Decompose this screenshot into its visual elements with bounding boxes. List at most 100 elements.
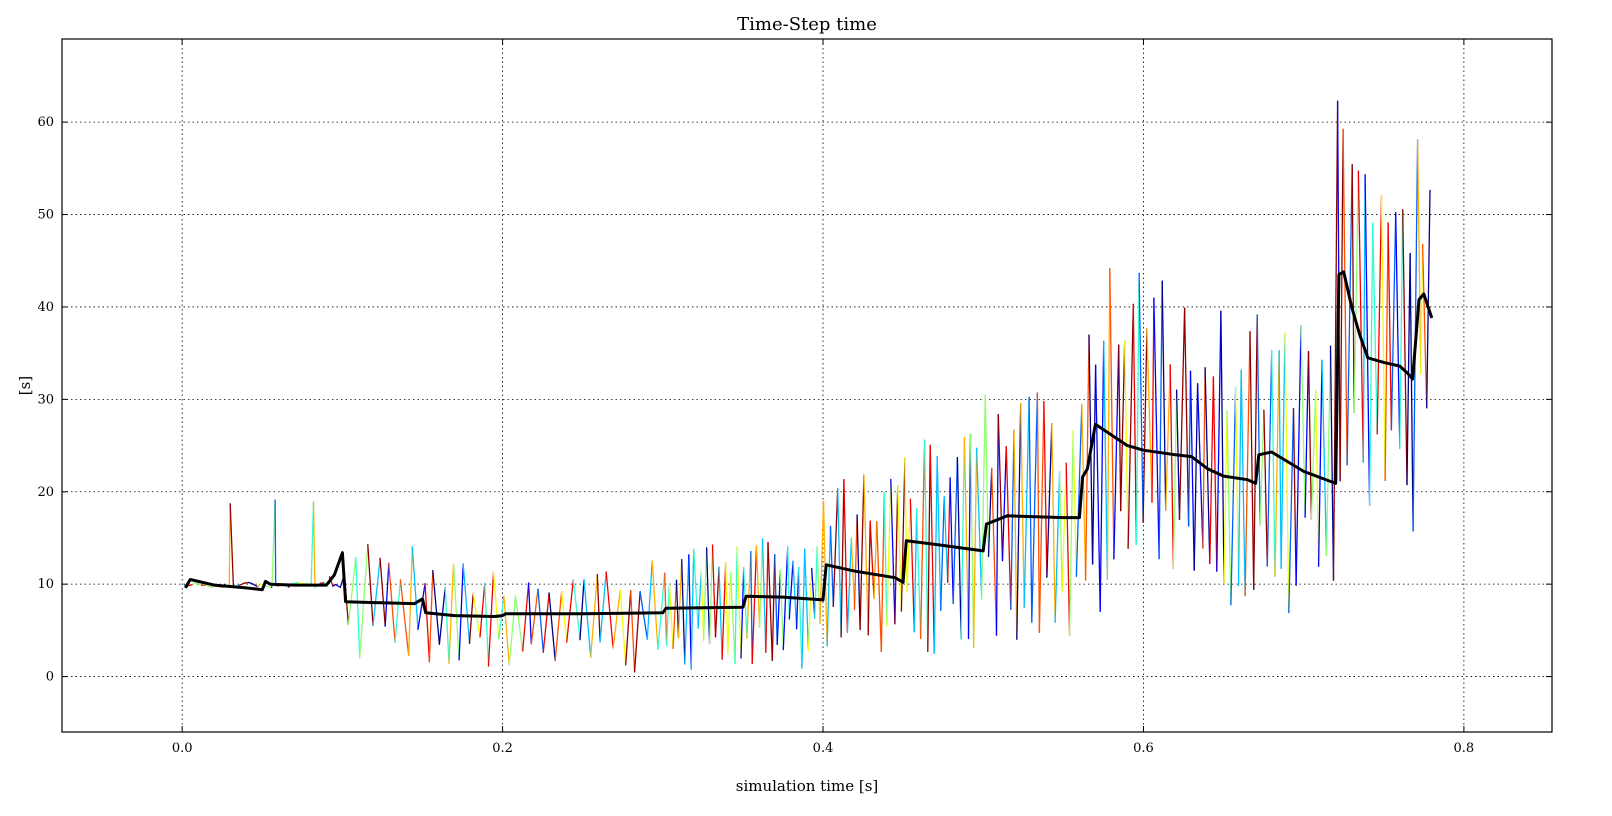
time-step-segment xyxy=(925,440,928,651)
time-step-segment xyxy=(1421,244,1423,374)
time-step-segment xyxy=(870,521,874,598)
time-step-segment xyxy=(244,583,248,584)
time-step-segment xyxy=(799,568,802,668)
time-step-segment xyxy=(1327,346,1331,555)
time-step-segment xyxy=(735,547,737,664)
time-step-segment xyxy=(827,526,830,645)
time-step-segment xyxy=(1385,223,1388,481)
time-step-segment xyxy=(704,548,707,640)
time-step-segment xyxy=(480,583,485,637)
time-step-segment xyxy=(240,583,245,585)
time-step-segment xyxy=(1096,365,1101,611)
time-step-segment xyxy=(504,596,509,665)
time-step-segment xyxy=(1388,223,1391,430)
time-step-segment xyxy=(1055,472,1060,622)
time-step-segment xyxy=(772,555,774,661)
time-step-segment xyxy=(555,592,561,661)
time-step-segment xyxy=(1224,411,1227,583)
time-step-segment xyxy=(509,596,515,664)
time-step-segment xyxy=(454,564,460,660)
time-step-segment xyxy=(1236,388,1239,586)
time-step-segment xyxy=(780,571,783,650)
time-step-segment xyxy=(1423,244,1427,408)
time-step-segment xyxy=(716,567,720,637)
time-step-segment xyxy=(1073,431,1076,577)
time-step-segment xyxy=(1363,175,1365,462)
time-step-segment xyxy=(647,561,652,639)
time-step-segment xyxy=(1185,308,1189,526)
time-step-segment xyxy=(1396,213,1400,449)
time-step-segment xyxy=(499,596,504,639)
time-step-segment xyxy=(722,563,726,659)
time-step-segment xyxy=(937,457,941,611)
time-step-segment xyxy=(1114,345,1119,559)
time-step-segment xyxy=(673,580,677,648)
time-step-segment xyxy=(815,547,817,619)
time-step-segment xyxy=(793,561,797,628)
time-step-segment xyxy=(1136,273,1139,544)
time-step-segment xyxy=(489,572,494,666)
time-step-segment xyxy=(884,493,887,626)
time-step-segment xyxy=(710,545,713,644)
y-tick-label: 0 xyxy=(46,670,54,685)
time-step-segment xyxy=(1279,351,1281,569)
time-step-segment xyxy=(631,591,635,672)
time-step-segment xyxy=(266,586,272,587)
x-tick-label: 0.0 xyxy=(172,741,193,756)
time-step-segment xyxy=(1024,397,1029,607)
time-step-segment xyxy=(868,521,870,635)
time-step-segment xyxy=(1365,175,1370,506)
time-step-segment xyxy=(1037,393,1039,632)
time-step-segment xyxy=(760,539,763,627)
time-step-segment xyxy=(1301,326,1305,518)
time-step-segment xyxy=(1119,345,1121,511)
time-step-segment xyxy=(971,434,974,647)
y-tick-label: 50 xyxy=(37,208,54,223)
time-step-segment xyxy=(1250,332,1254,590)
time-step-segment xyxy=(679,560,682,638)
time-step-segment xyxy=(356,558,360,658)
time-step-segment xyxy=(1180,308,1185,519)
time-step-segment xyxy=(917,509,921,639)
time-step-segment xyxy=(934,457,937,654)
time-step-segment xyxy=(891,479,895,623)
time-step-segment xyxy=(1093,365,1096,564)
time-step-segment xyxy=(1227,411,1231,605)
time-step-segment xyxy=(380,558,385,626)
time-step-segment xyxy=(851,538,854,610)
time-step-segment xyxy=(584,580,591,657)
time-step-segment xyxy=(626,591,631,665)
time-step-segment xyxy=(1309,352,1312,520)
y-tick-label: 40 xyxy=(37,300,54,315)
time-step-segment xyxy=(298,583,303,584)
time-step-segment xyxy=(953,458,957,604)
time-step-segment xyxy=(789,561,793,619)
time-step-segment xyxy=(961,438,964,639)
time-step-segment xyxy=(1264,410,1267,566)
time-step-segment xyxy=(1104,341,1108,579)
time-step-segment xyxy=(516,596,523,651)
time-step-segment xyxy=(737,547,741,658)
time-step-segment xyxy=(1410,254,1413,531)
time-step-segment xyxy=(1143,329,1147,523)
y-tick-label: 20 xyxy=(37,485,54,500)
time-step-segment xyxy=(698,571,701,628)
time-step-segment xyxy=(1241,370,1245,595)
time-step-segment xyxy=(652,561,658,649)
time-step-segment xyxy=(757,546,760,627)
time-step-segment xyxy=(1319,360,1322,566)
time-step-segment xyxy=(433,571,440,645)
time-step-segment xyxy=(368,545,373,626)
time-step-segment xyxy=(412,547,418,629)
time-step-segment xyxy=(1133,304,1136,544)
time-step-segment xyxy=(833,489,837,607)
time-step-segment xyxy=(1047,424,1052,577)
time-step-segment xyxy=(1194,384,1197,570)
time-step-segment xyxy=(1245,332,1250,596)
time-step-segment xyxy=(485,583,489,666)
time-step-segment xyxy=(567,580,574,642)
time-step-segment xyxy=(1139,273,1143,522)
